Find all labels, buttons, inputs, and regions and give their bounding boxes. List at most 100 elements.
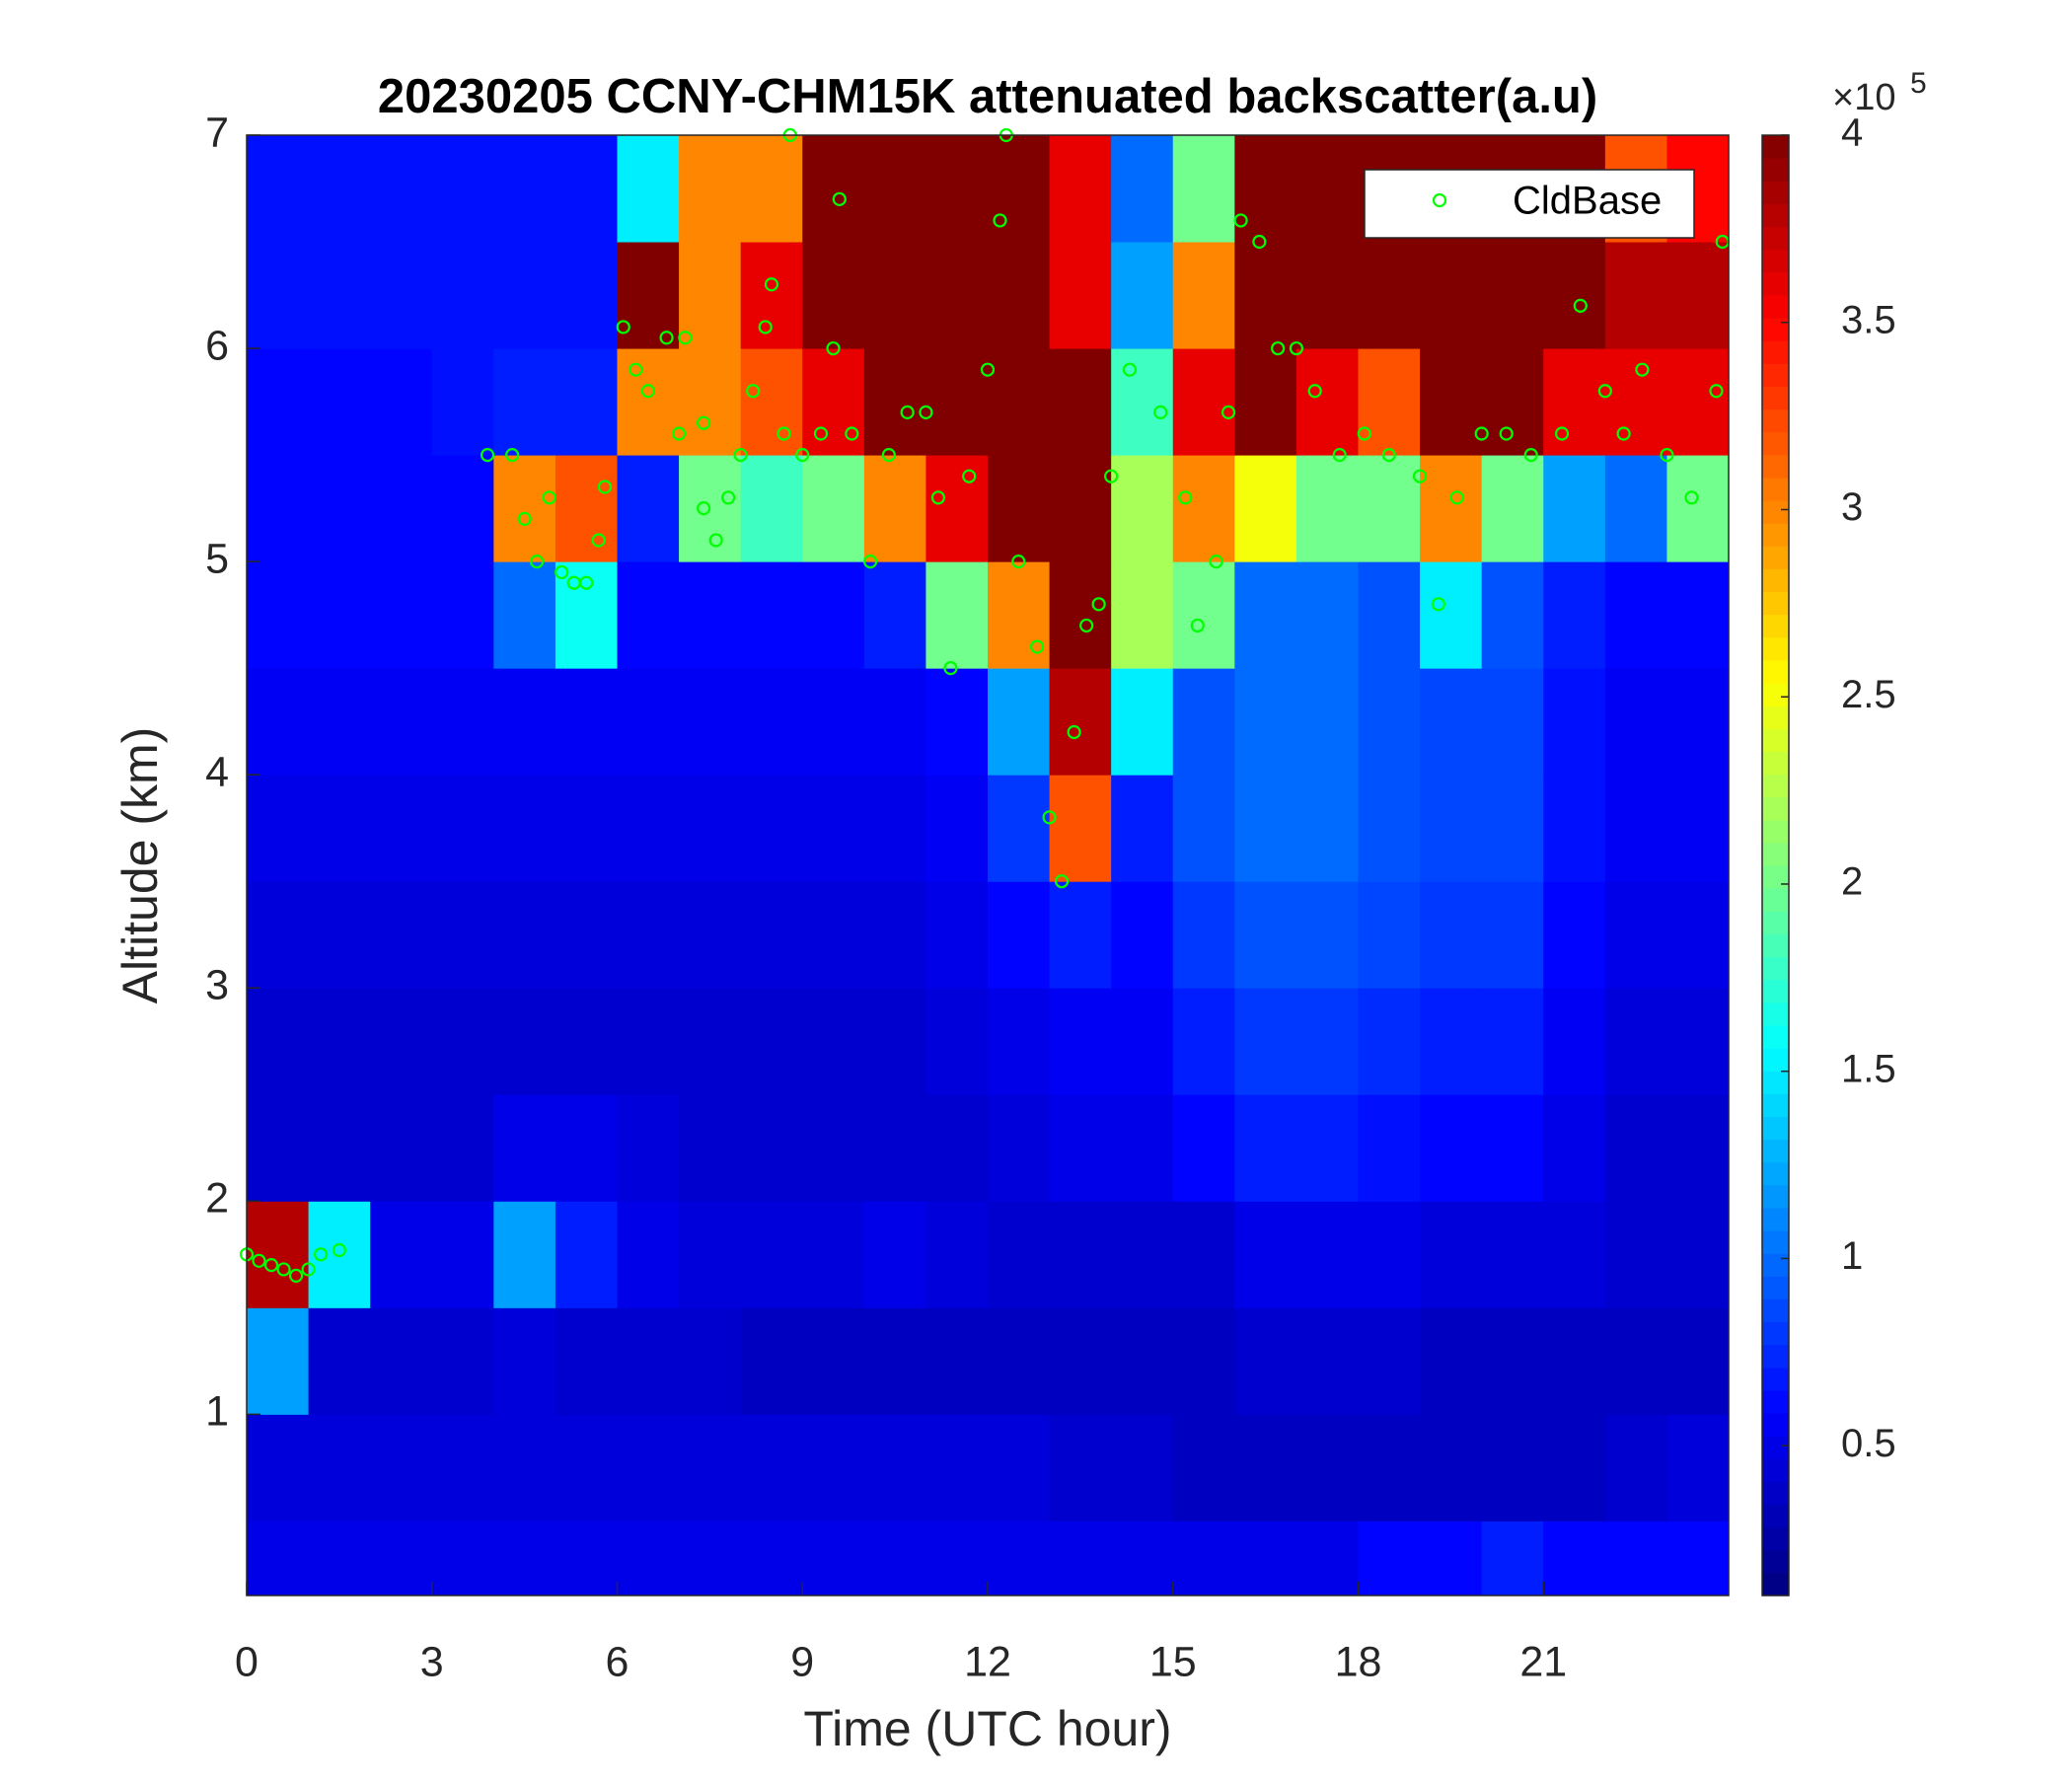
heatmap-cell [1666,668,1730,776]
x-tick-label: 6 [606,1638,629,1685]
heatmap-cell [1481,668,1544,776]
heatmap-cell [863,881,926,989]
cloud-base-point [505,447,520,463]
heatmap-cell [1666,775,1730,882]
colorbar-swatch [1762,888,1789,912]
heatmap-cell [1172,668,1235,776]
heatmap-cell [308,455,371,562]
heatmap-cell [308,348,371,456]
cloud-base-point [1178,490,1193,505]
heatmap-cell [679,242,742,349]
heatmap-cell [1420,1521,1483,1596]
colorbar-swatch [1762,1139,1789,1163]
heatmap-cell [1049,561,1112,669]
heatmap-cell [1172,455,1235,562]
colorbar-tick-label: 3 [1841,485,1863,529]
legend-label: CldBase [1513,180,1662,223]
heatmap-cell [1234,1414,1297,1521]
heatmap-cell [740,1414,803,1521]
heatmap-cell [1420,1414,1483,1521]
heatmap-cell [308,561,371,669]
colorbar-swatch [1762,226,1789,251]
heatmap-cell [431,1307,494,1415]
heatmap-cell [247,1521,310,1596]
x-axis-label: Time (UTC hour) [803,1701,1171,1756]
heatmap-cell [988,1307,1051,1415]
heatmap-cell [802,881,865,989]
heatmap-cell [802,455,865,562]
cloud-base-point [962,469,977,483]
heatmap [247,135,1730,1596]
colorbar-tick-label: 0.5 [1841,1422,1896,1465]
cloud-base-point [629,362,643,377]
heatmap-cell [370,1414,433,1521]
heatmap-cell [1481,242,1544,349]
colorbar-tick-label: 4 [1841,111,1863,155]
colorbar-swatch [1762,477,1789,501]
colorbar-swatch [1762,249,1789,273]
heatmap-cell [679,1201,742,1308]
heatmap-cell [1481,881,1544,989]
heatmap-cell [925,242,989,349]
heatmap-cell [1481,455,1544,562]
heatmap-cell [555,348,618,456]
heatmap-cell [1172,348,1235,456]
heatmap-cell [740,242,803,349]
colorbar-swatch [1762,728,1789,752]
cloud-base-point [678,331,693,345]
heatmap-cell [1111,1414,1174,1521]
heatmap-cell [308,1307,371,1415]
heatmap-cell [1420,561,1483,669]
heatmap-cell [617,1094,680,1202]
cloud-base-point [1357,426,1371,441]
colorbar-swatch [1762,591,1789,616]
heatmap-cell [925,1521,989,1596]
heatmap-cell [555,561,618,669]
heatmap-cell [679,135,742,243]
heatmap-cell [1543,881,1606,989]
heatmap-cell [1049,1201,1112,1308]
heatmap-cell [988,455,1051,562]
heatmap-cell [431,1201,494,1308]
heatmap-cell [1049,668,1112,776]
heatmap-cell [1111,242,1174,349]
colorbar-swatch [1762,294,1789,319]
cloud-base-point [733,447,748,463]
heatmap-cell [988,1201,1051,1308]
colorbar-swatch [1762,431,1789,456]
heatmap-cell [988,881,1051,989]
cloud-base-point [1190,618,1205,633]
cloud-base-point [919,405,933,419]
heatmap-cell [740,881,803,989]
heatmap-cell [617,455,680,562]
heatmap-cell [1481,348,1544,456]
heatmap-cell [679,988,742,1095]
x-tick-label: 3 [420,1638,444,1685]
heatmap-cell [1172,1414,1235,1521]
cloud-base-point [555,564,569,580]
heatmap-cell [493,1094,556,1202]
cloud-base-point [746,384,761,399]
cloud-base-point [1474,426,1489,441]
colorbar-swatch [1762,523,1789,547]
heatmap-cell [1604,988,1667,1095]
heatmap-cell [925,135,989,243]
heatmap-cell [1358,455,1421,562]
heatmap-cell [493,1307,556,1415]
colorbar-swatch [1762,956,1789,981]
heatmap-cell [1295,135,1359,243]
colorbar-swatch [1762,1230,1789,1254]
heatmap-cell [1358,668,1421,776]
heatmap-cell [1049,988,1112,1095]
heatmap-cell [740,135,803,243]
cloud-base-point [758,320,773,334]
heatmap-cell [1234,1307,1297,1415]
cloud-base-point [826,340,841,356]
heatmap-cell [1420,348,1483,456]
heatmap-cell [617,135,680,243]
y-tick-label: 6 [205,322,229,369]
heatmap-cell [1172,1201,1235,1308]
heatmap-cell [1172,881,1235,989]
